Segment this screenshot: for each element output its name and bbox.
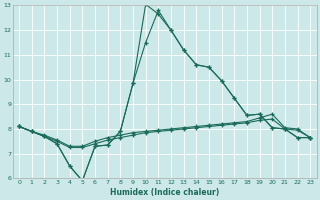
X-axis label: Humidex (Indice chaleur): Humidex (Indice chaleur): [110, 188, 219, 197]
